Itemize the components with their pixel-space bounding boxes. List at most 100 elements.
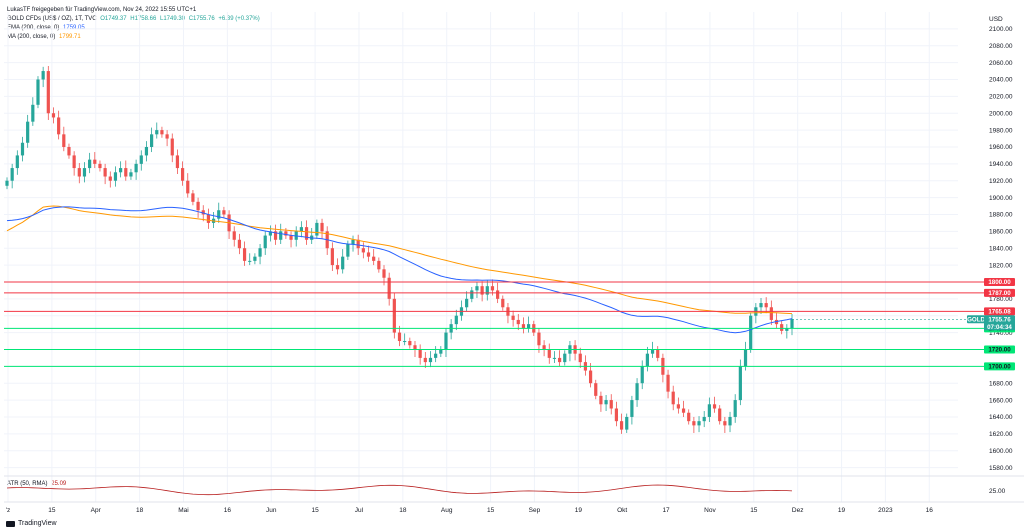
candle-body — [619, 421, 624, 430]
candle-body — [692, 421, 696, 426]
y-tick-label: 1680.00 — [989, 380, 1013, 387]
y-tick-label: 1640.00 — [989, 414, 1013, 421]
x-tick-label: Dez — [792, 507, 804, 514]
x-tick-label: Sep — [529, 507, 541, 514]
candle-body — [88, 159, 92, 169]
candle-body — [222, 210, 226, 215]
ema-label: EMA (200, close, 0) — [7, 25, 60, 31]
level-tag — [984, 345, 1015, 354]
candle-body — [361, 248, 365, 253]
candle-body — [609, 400, 613, 409]
candle-body — [542, 345, 546, 350]
candle-body — [51, 113, 56, 118]
y-tick-label: 2100.00 — [989, 26, 1013, 33]
candle-body — [279, 231, 283, 240]
candle-body — [485, 286, 489, 295]
candle-body — [41, 71, 45, 80]
candle-body — [475, 286, 479, 291]
x-tick-label: 18 — [136, 507, 144, 514]
candle-body — [511, 315, 515, 320]
x-tick-label: Jun — [266, 507, 277, 514]
atr-tick-label: 25.00 — [989, 488, 1006, 495]
ema-value: 1759.05 — [63, 25, 85, 31]
price-tag-countdown: 07:04:34 — [987, 324, 1012, 331]
candle-body — [588, 370, 593, 384]
ema-200-line — [6, 206, 793, 334]
candle-body — [743, 349, 748, 367]
candle-body — [366, 252, 371, 257]
y-tick-label: 2000.00 — [989, 110, 1013, 117]
level-label: 1700.00 — [988, 364, 1011, 371]
candle-body — [712, 404, 717, 409]
candle-body — [418, 349, 422, 358]
candle-body — [681, 408, 686, 413]
candle-body — [733, 400, 737, 417]
candle-body — [614, 408, 619, 422]
ma-legend: MA (200, close, 0) 1799.71 — [7, 33, 83, 41]
x-tick-label: Apr — [91, 507, 102, 514]
candle-body — [480, 286, 484, 295]
tradingview-logo: TradingView — [6, 520, 57, 527]
x-tick-label: Aug — [441, 507, 453, 514]
candle-body — [439, 349, 443, 354]
candle-body — [31, 104, 35, 122]
candle-body — [242, 248, 247, 261]
candle-body — [356, 239, 360, 249]
x-tick-label: 15 — [750, 507, 758, 514]
candle-body — [150, 134, 154, 147]
price-tag-value: 1755.76 — [988, 316, 1011, 323]
candle-body — [57, 117, 61, 135]
candle-body — [604, 400, 608, 405]
candle-body — [645, 353, 649, 367]
y-tick-label: 2060.00 — [989, 60, 1013, 67]
candle-body — [403, 341, 407, 343]
level-tag — [984, 307, 1015, 316]
candle-body — [434, 353, 438, 358]
ohlc-close: C1755.76 — [188, 16, 215, 22]
y-tick-label: 1860.00 — [989, 229, 1013, 236]
y-tick-label: 2040.00 — [989, 77, 1013, 84]
candle-body — [397, 332, 402, 342]
level-tag — [984, 277, 1015, 286]
candle-body — [656, 349, 660, 358]
ohlc-change: +6.39 (+0.37%) — [218, 16, 260, 22]
candle-body — [232, 231, 236, 240]
ema-legend: EMA (200, close, 0) 1759.05 — [7, 24, 87, 32]
candle-body — [413, 345, 417, 350]
candle-body — [72, 155, 76, 169]
candle-body — [299, 227, 303, 232]
candle-body — [392, 298, 396, 333]
candle-body — [723, 421, 727, 426]
candle-body — [702, 416, 706, 422]
candle-body — [790, 319, 794, 329]
candle-body — [387, 277, 391, 299]
ma-label: MA (200, close, 0) — [7, 34, 56, 40]
candle-body — [217, 210, 221, 219]
candle-body — [113, 172, 118, 181]
candle-body — [444, 332, 448, 350]
candle-body — [454, 315, 458, 325]
candle-body — [165, 134, 169, 139]
candle-body — [304, 227, 309, 240]
candle-body — [237, 239, 242, 249]
candle-body — [666, 374, 670, 392]
atr-line — [6, 484, 793, 496]
candle-body — [671, 391, 675, 405]
candle-body — [196, 201, 200, 211]
x-tick-label: 17 — [662, 507, 670, 514]
candle-body — [335, 265, 340, 270]
level-tag — [984, 362, 1015, 371]
candle-body — [557, 357, 562, 363]
candle-body — [516, 319, 520, 325]
candle-body — [552, 357, 557, 359]
y-tick-label: 1740.00 — [989, 330, 1013, 337]
candle-body — [134, 163, 138, 173]
candle-body — [759, 303, 763, 308]
candle-body — [191, 193, 195, 202]
currency-label: USD — [989, 16, 1003, 23]
candle-body — [284, 231, 288, 236]
candle-body — [124, 168, 128, 177]
candle-body — [527, 324, 531, 329]
y-tick-label: 1660.00 — [989, 397, 1013, 404]
